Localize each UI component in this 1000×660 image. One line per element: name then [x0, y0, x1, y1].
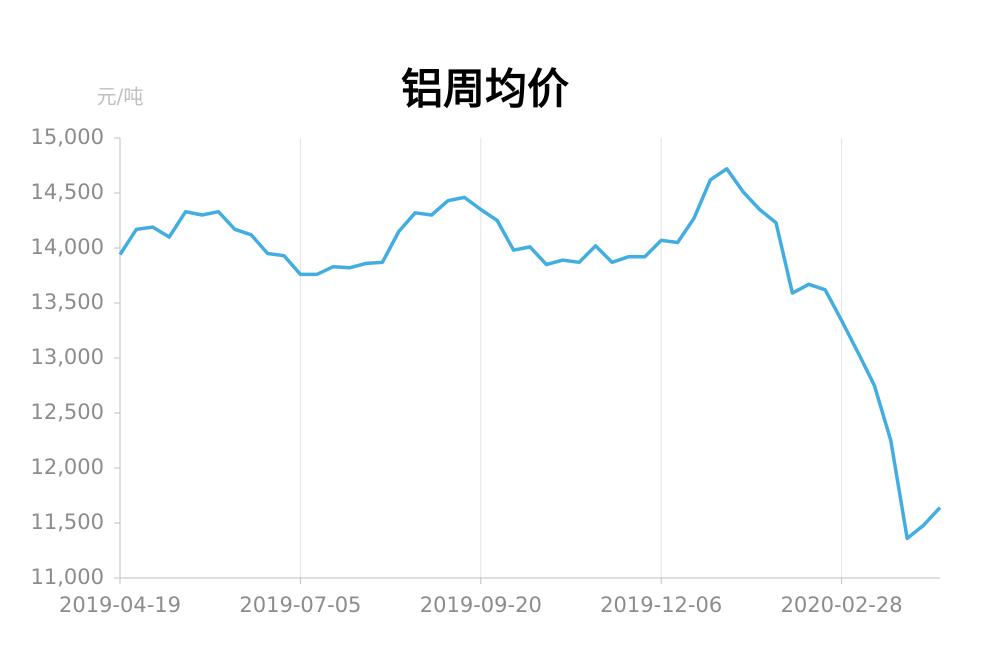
x-tick-label: 2019-04-19: [59, 593, 181, 617]
y-axis-unit: 元/吨: [97, 85, 144, 109]
y-tick-label: 12,500: [31, 400, 104, 424]
y-tick-label: 14,000: [31, 235, 104, 259]
y-tick-label: 11,500: [31, 510, 104, 534]
y-tick-label: 12,000: [31, 455, 104, 479]
line-series: [118, 167, 942, 541]
x-tick-label: 2019-12-06: [600, 593, 722, 617]
x-tick-label: 2019-07-05: [239, 593, 361, 617]
chart-title: 铝周均价: [401, 65, 569, 114]
x-tick-label: 2020-02-28: [781, 593, 903, 617]
y-tick-label: 11,000: [31, 565, 104, 589]
x-tick-label: 2019-09-20: [420, 593, 542, 617]
y-tick-label: 13,000: [31, 345, 104, 369]
y-tick-label: 15,000: [31, 125, 104, 149]
y-tick-label: 13,500: [31, 290, 104, 314]
y-tick-label: 14,500: [31, 180, 104, 204]
